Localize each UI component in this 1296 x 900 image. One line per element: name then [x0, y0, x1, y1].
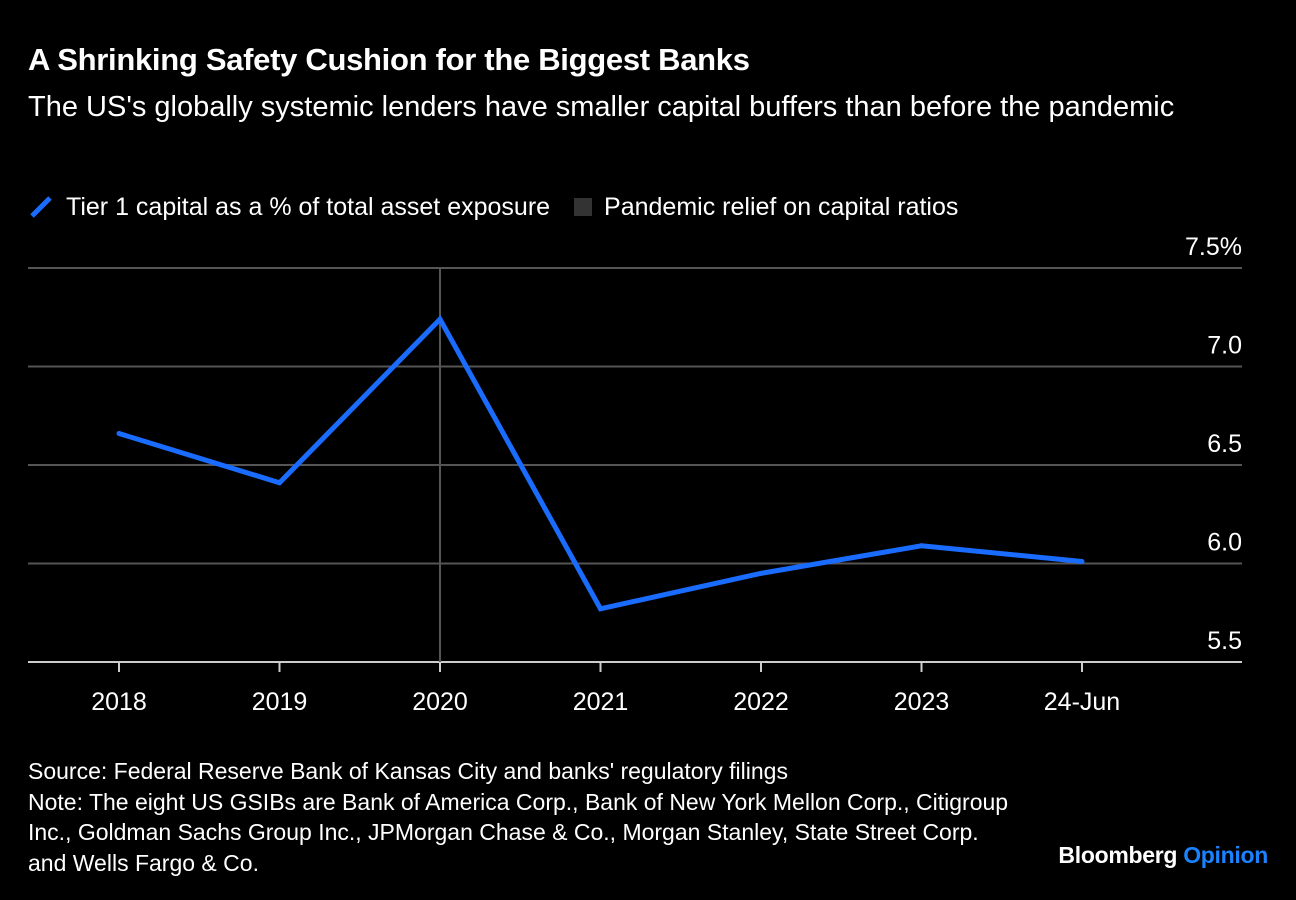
footnote: Note: The eight US GSIBs are Bank of Ame… [28, 788, 1009, 876]
data-point [277, 480, 282, 486]
x-tick-label: 2018 [91, 688, 147, 716]
y-tick-label: 5.5 [1207, 627, 1242, 655]
data-point [437, 316, 443, 322]
source-note: Source: Federal Reserve Bank of Kansas C… [28, 758, 788, 784]
data-point [598, 606, 603, 612]
y-tick-label: 6.0 [1207, 529, 1242, 557]
x-tick-label: 2023 [894, 688, 950, 716]
legend-item-relief: Pandemic relief on capital ratios [550, 193, 958, 222]
legend-box-swatch-icon [574, 198, 593, 216]
x-tick-label: 24-Jun [1044, 688, 1120, 716]
chart-subtitle: The US's globally systemic lenders have … [28, 91, 1175, 123]
data-point [1079, 559, 1085, 565]
data-point [758, 570, 764, 576]
legend-series-label: Tier 1 capital as a % of total asset exp… [66, 192, 551, 221]
y-axis-ticks: 5.5 6.0 6.5 7.0 7.5% [1185, 233, 1242, 655]
legend-item-series: Tier 1 capital as a % of total asset exp… [28, 193, 550, 222]
y-tick-label: 7.5% [1185, 233, 1242, 261]
legend: Tier 1 capital as a % of total asset exp… [28, 190, 958, 224]
footer: Source: Federal Reserve Bank of Kansas C… [28, 756, 1018, 878]
data-point [116, 430, 122, 436]
legend-line-swatch-icon [30, 196, 52, 218]
y-tick-label: 7.0 [1207, 332, 1242, 360]
brand-name: Bloomberg [1058, 842, 1178, 868]
gridlines [28, 267, 1242, 663]
x-tick-label: 2019 [252, 688, 308, 716]
brand-section: Opinion [1183, 842, 1268, 868]
x-tick-label: 2021 [573, 688, 629, 716]
chart-title: A Shrinking Safety Cushion for the Bigge… [28, 42, 750, 77]
y-tick-label: 6.5 [1207, 430, 1242, 458]
brand-logo: Bloomberg Opinion [1058, 842, 1268, 869]
x-axis-ticks: 2018 2019 2020 2021 2022 2023 24-Jun [91, 662, 1120, 716]
x-tick-label: 2022 [733, 688, 789, 716]
legend-relief-label: Pandemic relief on capital ratios [604, 192, 959, 221]
data-point [919, 543, 924, 549]
x-tick-label: 2020 [412, 688, 468, 716]
series-layer [116, 315, 1085, 612]
